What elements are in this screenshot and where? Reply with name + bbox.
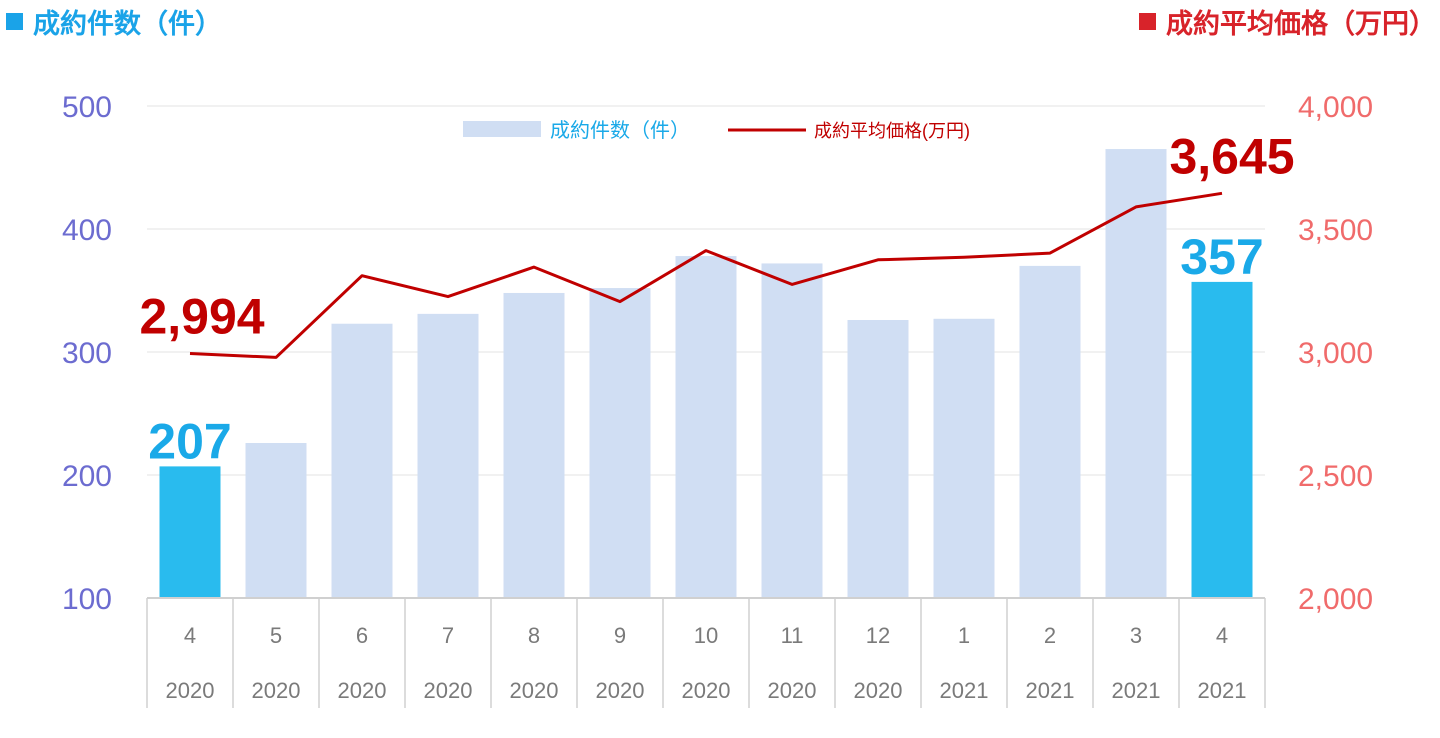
bar	[761, 263, 823, 598]
x-tick-label-year: 2021	[1026, 678, 1075, 703]
x-tick-label-month: 12	[866, 623, 890, 648]
x-tick-label-year: 2020	[252, 678, 301, 703]
x-tick-label-year: 2021	[940, 678, 989, 703]
callout-price-start: 2,994	[139, 288, 264, 344]
callout-count-end: 357	[1180, 229, 1263, 285]
left-axis-tick-label: 500	[62, 91, 112, 124]
x-tick-label-year: 2020	[768, 678, 817, 703]
x-tick-label-month: 4	[1216, 623, 1228, 648]
left-axis-tick-label: 200	[62, 460, 112, 493]
x-tick-label-year: 2020	[424, 678, 473, 703]
x-tick-label-month: 9	[614, 623, 626, 648]
x-tick-label-year: 2021	[1198, 678, 1247, 703]
x-tick-label-year: 2020	[166, 678, 215, 703]
x-tick-label-month: 6	[356, 623, 368, 648]
x-tick-label-month: 10	[694, 623, 718, 648]
right-axis-tick-label: 3,500	[1298, 214, 1373, 247]
bar	[1191, 281, 1253, 598]
legend-line-label: 成約平均価格(万円)	[814, 121, 970, 141]
right-axis-tick-label: 2,000	[1298, 583, 1373, 616]
bar	[675, 256, 737, 598]
x-tick-label-year: 2020	[338, 678, 387, 703]
x-tick-label-month: 2	[1044, 623, 1056, 648]
x-tick-label-month: 11	[781, 623, 804, 648]
right-title-text: 成約平均価格（万円）	[1166, 9, 1436, 40]
x-tick-label-month: 4	[184, 623, 196, 648]
bar	[1105, 149, 1167, 599]
left-title-square-icon	[6, 13, 23, 30]
left-axis-title: 成約件数（件）	[6, 2, 222, 41]
right-axis-tick-label: 2,500	[1298, 460, 1373, 493]
x-tick-label-year: 2020	[510, 678, 559, 703]
x-tick-label-month: 3	[1130, 623, 1142, 648]
x-tick-label-month: 5	[270, 623, 282, 648]
left-title-text: 成約件数（件）	[33, 9, 222, 40]
bar	[847, 320, 909, 598]
bar	[331, 323, 393, 598]
bar	[503, 292, 565, 598]
bar	[417, 313, 479, 598]
callout-count-start: 207	[148, 413, 231, 469]
bar	[589, 288, 651, 598]
x-tick-label-month: 7	[442, 623, 454, 648]
legend-bar-swatch	[463, 121, 541, 137]
x-tick-label-month: 8	[528, 623, 540, 648]
x-tick-label-year: 2021	[1112, 678, 1161, 703]
right-axis-tick-label: 4,000	[1298, 91, 1373, 124]
callout-price-end: 3,645	[1169, 128, 1294, 184]
right-axis-title: 成約平均価格（万円）	[1139, 2, 1436, 41]
bar	[933, 318, 995, 598]
bar	[245, 443, 307, 598]
x-tick-label-month: 1	[958, 623, 970, 648]
price-line	[189, 191, 1223, 359]
bar	[159, 466, 221, 598]
x-tick-label-year: 2020	[596, 678, 645, 703]
left-axis-tick-label: 100	[62, 583, 112, 616]
right-title-square-icon	[1139, 13, 1156, 30]
bar	[1019, 265, 1081, 598]
left-axis-tick-label: 300	[62, 337, 112, 370]
x-tick-label-year: 2020	[682, 678, 731, 703]
x-tick-label-year: 2020	[854, 678, 903, 703]
right-axis-tick-label: 3,000	[1298, 337, 1373, 370]
legend-bar-label: 成約件数（件）	[550, 119, 690, 142]
left-axis-tick-label: 400	[62, 214, 112, 247]
